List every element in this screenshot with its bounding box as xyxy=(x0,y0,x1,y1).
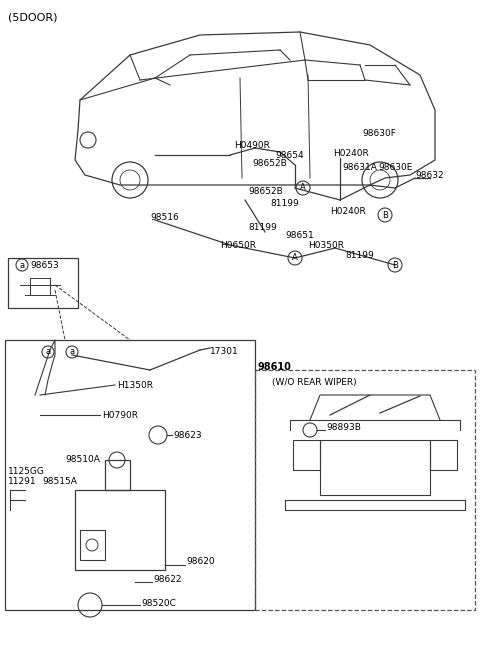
Bar xyxy=(105,460,130,490)
Text: 98516: 98516 xyxy=(150,213,179,222)
Bar xyxy=(255,370,475,610)
Text: 98651: 98651 xyxy=(285,232,314,241)
Text: a: a xyxy=(70,348,74,356)
Text: 98630E: 98630E xyxy=(378,163,412,173)
Text: 98610: 98610 xyxy=(257,362,291,372)
Text: 98623: 98623 xyxy=(173,430,202,440)
Bar xyxy=(8,258,78,308)
Bar xyxy=(293,440,320,470)
Bar xyxy=(5,340,255,610)
Text: B: B xyxy=(382,211,388,220)
Text: A: A xyxy=(292,253,298,262)
Text: 98630F: 98630F xyxy=(362,129,396,138)
Text: H0790R: H0790R xyxy=(102,411,138,419)
Bar xyxy=(320,440,430,495)
Text: 98653: 98653 xyxy=(30,260,59,270)
Text: 17301: 17301 xyxy=(210,348,239,356)
Text: 98652B: 98652B xyxy=(252,159,287,167)
Text: 81199: 81199 xyxy=(270,199,299,207)
Text: (5DOOR): (5DOOR) xyxy=(8,13,58,23)
Text: 98622: 98622 xyxy=(153,575,181,584)
Text: 81199: 81199 xyxy=(345,251,374,260)
Text: 98631A: 98631A xyxy=(342,163,377,173)
Text: 1125GG: 1125GG xyxy=(8,468,45,476)
Text: H0350R: H0350R xyxy=(308,241,344,251)
Text: B: B xyxy=(392,260,398,270)
Text: 98893B: 98893B xyxy=(326,424,361,432)
Text: a: a xyxy=(46,348,50,356)
Text: 98520C: 98520C xyxy=(141,600,176,609)
Text: H0240R: H0240R xyxy=(333,148,369,157)
Text: a: a xyxy=(19,260,24,270)
Text: 81199: 81199 xyxy=(248,224,277,232)
Text: (W/O REAR WIPER): (W/O REAR WIPER) xyxy=(272,377,357,386)
Text: H0240R: H0240R xyxy=(330,207,366,216)
Text: 98515A: 98515A xyxy=(42,478,77,487)
Text: A: A xyxy=(300,184,306,192)
Text: H1350R: H1350R xyxy=(117,380,153,390)
Text: 11291: 11291 xyxy=(8,478,36,487)
Text: 98654: 98654 xyxy=(275,150,304,159)
Text: H0490R: H0490R xyxy=(234,140,270,150)
Text: 98632: 98632 xyxy=(415,171,444,180)
Bar xyxy=(75,490,165,570)
Bar xyxy=(430,440,457,470)
Text: 98510A: 98510A xyxy=(65,455,100,464)
Bar xyxy=(80,530,105,560)
Text: H0650R: H0650R xyxy=(220,241,256,251)
Text: 98652B: 98652B xyxy=(248,188,283,197)
Text: 98620: 98620 xyxy=(186,558,215,567)
